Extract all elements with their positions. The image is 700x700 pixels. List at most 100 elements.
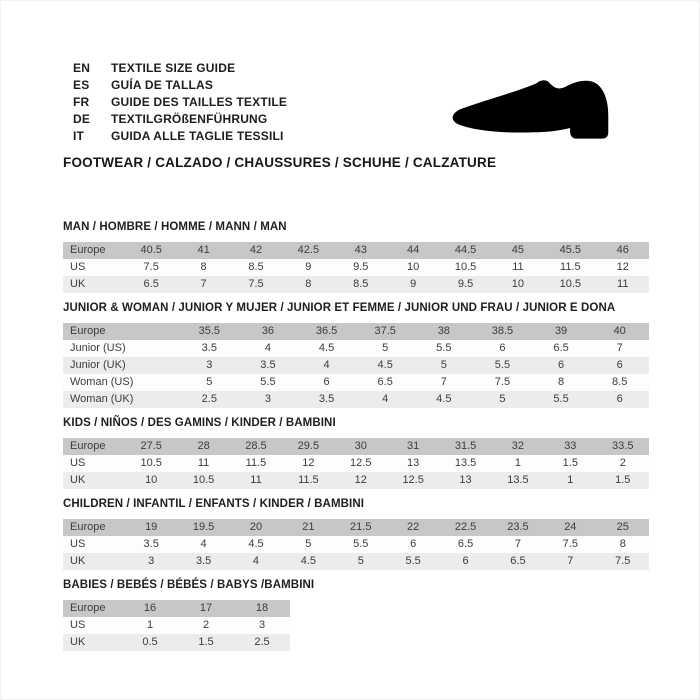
size-cell: 41 [197, 244, 210, 256]
size-cell: 10.5 [559, 278, 582, 290]
size-tables: MAN / HOMBRE / HOMME / MANN / MAN Europe 4… [63, 221, 649, 651]
table-row: Europe 40.5 41 42 42.5 43 44 44.5 45 45.5 46 [63, 242, 649, 259]
row-label: UK [70, 636, 86, 648]
row-label: Woman (UK) [70, 393, 134, 405]
size-cell: 11.5 [560, 261, 581, 273]
size-cell: 13 [407, 457, 420, 469]
size-cell: 27.5 [140, 440, 162, 452]
table-row: Junior (UK) 3 3.5 4 4.5 5 5.5 6 6 [63, 357, 649, 374]
size-cell: 42.5 [297, 244, 320, 256]
language-code: ES [73, 77, 90, 92]
table-row: UK 0.5 1.5 2.5 [63, 634, 290, 651]
row-label: Europe [70, 521, 106, 533]
row-label: Junior (UK) [70, 359, 126, 371]
language-code: EN [73, 60, 91, 75]
size-cell: 1.5 [562, 457, 578, 469]
size-cell: 7.5 [562, 538, 578, 550]
language-row: FR GUIDE DES TAILLES TEXTILE [63, 93, 496, 110]
size-cell: 42 [249, 244, 263, 256]
size-cell: 45.5 [559, 244, 582, 256]
row-label: Europe [70, 325, 106, 337]
language-code: DE [73, 111, 91, 126]
section-title: JUNIOR & WOMAN / JUNIOR Y MUJER / JUNIOR… [63, 302, 616, 314]
language-row: DE TEXTILGRÖßENFÜHRUNG [63, 110, 496, 127]
size-table: Europe 19 19.5 20 21 21.5 22 22.5 23.5 24 25 US 3.5 4… [63, 519, 649, 570]
table-row: US 7.5 8 8.5 9 9.5 10 10.5 11 11.5 12 [63, 259, 649, 276]
size-cell: 5.5 [353, 538, 369, 550]
language-title: GUIDA ALLE TAGLIE TESSILI [111, 128, 284, 143]
size-cell: 8 [305, 278, 312, 290]
row-label: UK [70, 555, 86, 567]
size-cell: 1 [514, 457, 521, 469]
size-cell: 2 [619, 457, 626, 469]
row-label: Woman (US) [70, 376, 134, 388]
row-label: US [70, 261, 86, 273]
section-title: BABIES / BEBÉS / BÉBÉS / BABYS /BAMBINI [63, 579, 315, 591]
language-row: IT GUIDA ALLE TAGLIE TESSILI [63, 127, 496, 144]
size-cell: 13.5 [454, 457, 477, 469]
size-cell: 3.5 [195, 555, 212, 567]
language-code: IT [73, 128, 85, 143]
size-table-section: KIDS / NIÑOS / DES GAMINS / KINDER / BAM… [63, 417, 649, 489]
size-cell: 31.5 [454, 440, 477, 452]
table-row: Europe 16 17 18 [63, 600, 290, 617]
size-cell: 29.5 [297, 440, 320, 452]
size-cell: 12.5 [402, 474, 424, 486]
table-row: Europe 35.5 36 36.5 37.5 38 38.5 39 40 [63, 323, 649, 340]
size-cell: 11 [617, 278, 629, 290]
size-cell: 5.5 [494, 359, 511, 371]
size-cell: 13.5 [507, 474, 529, 486]
size-cell: 3.5 [318, 393, 335, 405]
size-cell: 6.5 [553, 342, 569, 354]
size-cell: 6.5 [143, 278, 159, 290]
size-table: Europe 27.5 28 28.5 29.5 30 31 31.5 32 33 33.5 US 10… [63, 438, 649, 489]
size-cell: 12.5 [350, 457, 372, 469]
table-row: UK 10 10.5 11 11.5 12 12.5 13 13.5 1 1.5 [63, 472, 649, 489]
row-label: Europe [70, 440, 106, 452]
size-cell: 35.5 [198, 325, 221, 337]
header: EN TEXTILE SIZE GUIDE ES GUÍA DE TALLAS FR GU… [63, 59, 496, 171]
size-cell: 6.5 [457, 538, 474, 550]
size-table: Europe 35.5 36 36.5 37.5 38 38.5 39 40 Junior (US… [63, 323, 649, 408]
row-label: US [70, 619, 86, 631]
table-row: Europe 27.5 28 28.5 29.5 30 31 31.5 32 33 33.5 [63, 438, 649, 455]
size-cell: 4.5 [436, 393, 452, 405]
size-cell: 10.5 [140, 457, 162, 469]
size-cell: 10 [407, 261, 420, 273]
size-cell: 11.5 [245, 457, 267, 469]
size-cell: 8.5 [612, 376, 628, 388]
row-label: Junior (US) [70, 342, 126, 354]
size-cell: 36 [261, 325, 275, 337]
row-label: Europe [70, 602, 106, 614]
size-cell: 19 [145, 521, 158, 533]
table-row: Europe 19 19.5 20 21 21.5 22 22.5 23.5 24 25 [63, 519, 649, 536]
size-cell: 7.5 [494, 376, 511, 388]
language-list: EN TEXTILE SIZE GUIDE ES GUÍA DE TALLAS FR GU… [63, 59, 496, 144]
size-cell: 44.5 [454, 244, 477, 256]
size-cell: 45 [511, 244, 525, 256]
size-cell: 22.5 [454, 521, 477, 533]
size-cell: 7 [440, 376, 447, 388]
row-label: US [70, 457, 86, 469]
row-label: Europe [70, 244, 106, 256]
size-cell: 7.5 [615, 555, 631, 567]
size-cell: 10 [511, 278, 525, 290]
size-table-section: MAN / HOMBRE / HOMME / MANN / MAN Europe 4… [63, 221, 649, 293]
size-cell: 5.5 [436, 342, 452, 354]
size-cell: 5 [305, 538, 312, 550]
table-row: UK 6.5 7 7.5 8 8.5 9 9.5 10 10.5 11 [63, 276, 649, 293]
size-cell: 6 [616, 359, 623, 371]
size-cell: 2.5 [254, 636, 270, 648]
size-cell: 23.5 [507, 521, 529, 533]
size-cell: 20 [249, 521, 263, 533]
size-cell: 3 [148, 555, 155, 567]
size-cell: 10 [145, 474, 158, 486]
size-cell: 3.5 [201, 342, 217, 354]
section-title: KIDS / NIÑOS / DES GAMINS / KINDER / BAM… [63, 417, 336, 429]
size-cell: 1.5 [615, 474, 631, 486]
size-cell: 6 [323, 376, 330, 388]
size-cell: 22 [407, 521, 420, 533]
size-cell: 5 [499, 393, 506, 405]
language-title: GUÍA DE TALLAS [111, 77, 214, 92]
